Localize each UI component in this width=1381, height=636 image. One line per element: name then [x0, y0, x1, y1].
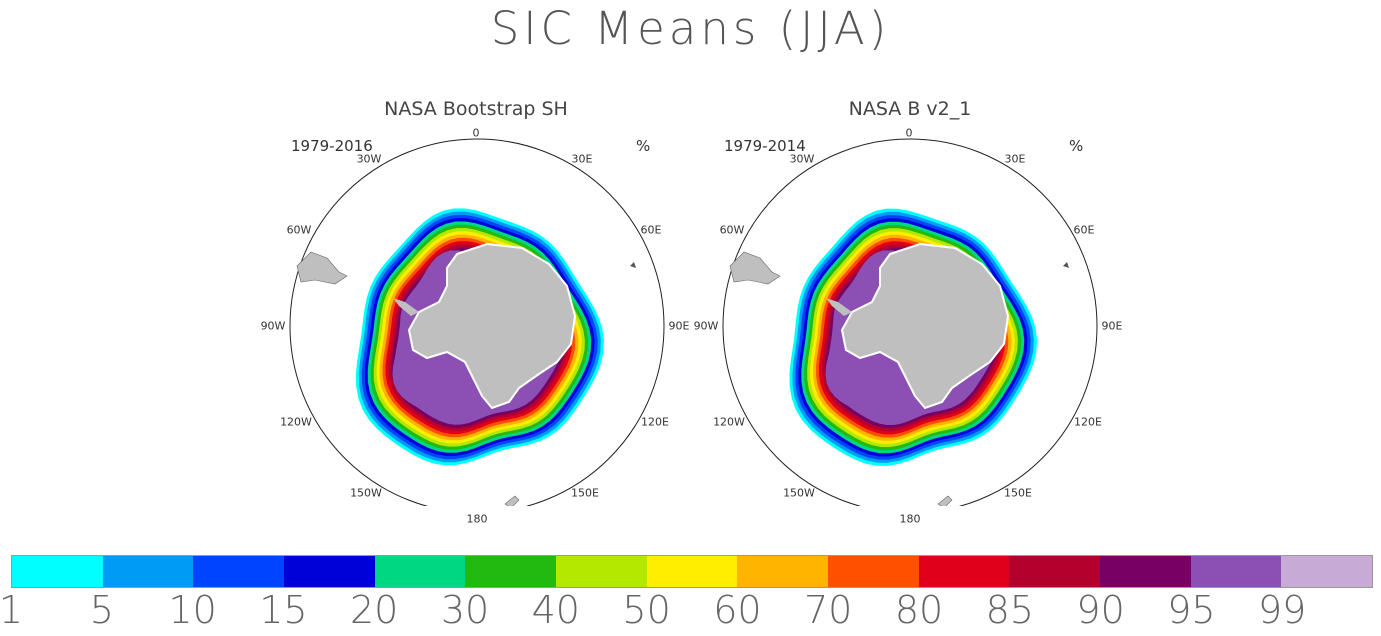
colorbar-swatch: [284, 556, 375, 587]
p2-lon-150w: 150W: [783, 486, 815, 500]
antarctica-landmass: [407, 242, 577, 410]
colorbar-label: 5: [89, 588, 114, 632]
new-zealand: [504, 495, 520, 506]
colorbar-label: 50: [622, 588, 671, 632]
colorbar-label: 20: [350, 588, 399, 632]
p1-lon-90e: 90E: [668, 319, 690, 333]
p1-lon-90w: 90W: [260, 319, 286, 333]
panel-1-period: 1979-2016: [291, 137, 373, 155]
p1-lon-60w: 60W: [286, 223, 312, 237]
p1-lon-150e: 150E: [571, 486, 599, 500]
antarctic-peninsula: [826, 298, 852, 316]
p1-lon-0: 0: [472, 126, 480, 140]
colorbar-swatch: [12, 556, 103, 587]
p2-lon-30w: 30W: [789, 152, 815, 166]
colorbar-label: 10: [168, 588, 217, 632]
south-america-tip: [729, 251, 781, 285]
colorbar-swatch: [1100, 556, 1191, 587]
p2-lon-90e: 90E: [1101, 319, 1123, 333]
kerguelen-island: [630, 262, 636, 268]
panel-2-period: 1979-2014: [724, 137, 806, 155]
colorbar-label: 90: [1076, 588, 1125, 632]
panel-2-unit: %: [1069, 137, 1084, 155]
colorbar-label: 60: [713, 588, 762, 632]
colorbar-swatch: [1190, 556, 1282, 587]
panel-2-title: NASA B v2_1: [848, 98, 972, 120]
p2-lon-90w: 90W: [693, 319, 719, 333]
colorbar-label: 15: [259, 588, 308, 632]
colorbar-swatch: [556, 556, 647, 587]
colorbar-label: 95: [1167, 588, 1216, 632]
colorbar-label: 40: [531, 588, 580, 632]
new-zealand: [937, 495, 953, 506]
colorbar-label: 1: [0, 588, 24, 632]
p2-lon-0: 0: [905, 126, 913, 140]
colorbar-swatch: [918, 556, 1010, 587]
colorbar-swatch: [1281, 556, 1373, 587]
p1-lon-180: 180: [466, 512, 488, 526]
colorbar-label: 30: [440, 588, 490, 632]
p1-lon-30w: 30W: [356, 152, 382, 166]
colorbar-label: 70: [804, 588, 853, 632]
colorbar-swatch: [374, 556, 466, 587]
p2-lon-30e: 30E: [1004, 152, 1026, 166]
colorbar-swatch: [737, 556, 829, 587]
colorbar-swatch: [646, 556, 738, 587]
panel-1-unit: %: [636, 137, 651, 155]
panel-2-polar-map: [722, 138, 1098, 506]
colorbar-swatch: [465, 556, 557, 587]
p1-lon-120e: 120E: [641, 415, 669, 429]
p2-lon-60e: 60E: [1073, 223, 1095, 237]
south-america-tip: [296, 251, 348, 285]
panel-1-title: NASA Bootstrap SH: [384, 98, 568, 120]
colorbar-swatch: [193, 556, 285, 587]
colorbar-swatch: [1009, 556, 1101, 587]
p2-lon-60w: 60W: [719, 223, 745, 237]
colorbar-swatch: [828, 556, 919, 587]
p1-lon-150w: 150W: [350, 486, 382, 500]
p1-lon-60e: 60E: [640, 223, 662, 237]
panel-1-polar-map: [289, 138, 665, 506]
p1-lon-120w: 120W: [280, 415, 312, 429]
colorbar-label: 85: [985, 588, 1034, 632]
p1-lon-30e: 30E: [571, 152, 593, 166]
p2-lon-180: 180: [899, 512, 921, 526]
p2-lon-120e: 120E: [1074, 415, 1102, 429]
kerguelen-island: [1063, 262, 1069, 268]
antarctic-peninsula: [393, 298, 419, 316]
colorbar: [11, 555, 1373, 588]
main-title: SIC Means (JJA): [490, 2, 891, 55]
antarctica-landmass: [840, 242, 1010, 410]
colorbar-label: 80: [894, 588, 944, 632]
colorbar-swatch: [102, 556, 194, 587]
p2-lon-120w: 120W: [713, 415, 745, 429]
colorbar-label: 99: [1258, 588, 1307, 632]
p2-lon-150e: 150E: [1004, 486, 1032, 500]
